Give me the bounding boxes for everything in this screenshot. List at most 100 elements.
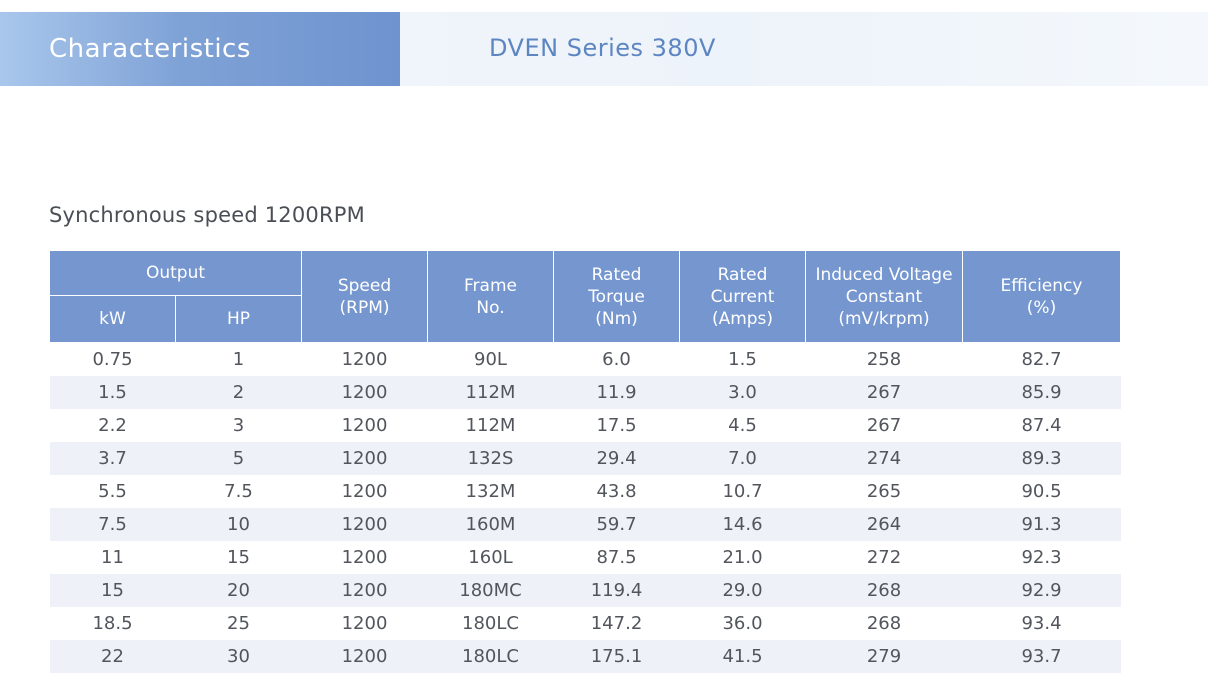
torque-cell: 29.4 — [553, 442, 680, 475]
header-line: (%) — [1026, 297, 1057, 318]
speed-cell: 1200 — [341, 349, 388, 370]
frame-cell: 132M — [465, 481, 516, 502]
voltage-cell: 258 — [866, 349, 902, 370]
header-line: Speed — [337, 275, 392, 296]
kw-header: kW — [49, 295, 176, 343]
torque-cell: 87.5 — [596, 547, 637, 568]
current-header: Rated Current (Amps) — [679, 250, 806, 343]
speed-cell: 1200 — [301, 574, 428, 607]
torque-cell: 175.1 — [553, 640, 680, 673]
efficiency-cell: 93.7 — [962, 640, 1121, 673]
hp-cell: 2 — [175, 376, 302, 409]
voltage-cell: 265 — [866, 481, 902, 502]
torque-cell: 119.4 — [553, 574, 680, 607]
torque-header: Rated Torque (Nm) — [553, 250, 680, 343]
header-line: Torque — [588, 286, 645, 307]
voltage-cell: 274 — [805, 442, 963, 475]
header-line: No. — [476, 297, 505, 318]
frame-header: Frame No. — [427, 250, 554, 343]
header-line: Efficiency — [1000, 275, 1083, 296]
voltage-header: Induced Voltage Constant (mV/krpm) — [805, 250, 963, 343]
torque-cell: 17.5 — [596, 415, 637, 436]
efficiency-cell: 82.7 — [1021, 349, 1062, 370]
kw-cell: 0.75 — [92, 349, 133, 370]
current-cell: 1.5 — [728, 349, 757, 370]
torque-cell: 59.7 — [553, 508, 680, 541]
characteristics-tab: Characteristics — [0, 12, 400, 86]
table-row: 7.5 10 1200 160M 59.7 14.6 264 91.3 — [49, 508, 1121, 541]
table-row: 0.75 1 1200 90L 6.0 1.5 258 82.7 — [50, 343, 1121, 377]
table-row: 2.2 3 1200 112M 17.5 4.5 267 87.4 — [50, 409, 1121, 442]
hp-cell: 30 — [175, 640, 302, 673]
header-banner: Characteristics DVEN Series 380V — [0, 12, 1208, 86]
speed-cell: 1200 — [301, 508, 428, 541]
hp-cell: 7.5 — [224, 481, 253, 502]
efficiency-cell: 92.9 — [962, 574, 1121, 607]
kw-cell: 11 — [101, 547, 124, 568]
current-cell: 10.7 — [722, 481, 763, 502]
speed-cell: 1200 — [301, 640, 428, 673]
hp-cell: 10 — [175, 508, 302, 541]
frame-cell: 180MC — [427, 574, 554, 607]
current-cell: 4.5 — [728, 415, 757, 436]
voltage-cell: 264 — [805, 508, 963, 541]
hp-cell: 25 — [227, 613, 250, 634]
voltage-cell: 268 — [805, 574, 963, 607]
voltage-cell: 272 — [866, 547, 902, 568]
efficiency-cell: 90.5 — [1021, 481, 1062, 502]
hp-header: HP — [175, 295, 302, 343]
efficiency-cell: 85.9 — [962, 376, 1121, 409]
table-row: 1.5 2 1200 112M 11.9 3.0 267 85.9 — [49, 376, 1121, 409]
speed-cell: 1200 — [341, 481, 388, 502]
kw-cell: 2.2 — [98, 415, 127, 436]
efficiency-cell: 92.3 — [1021, 547, 1062, 568]
efficiency-header: Efficiency (%) — [962, 250, 1121, 343]
kw-cell: 18.5 — [92, 613, 133, 634]
header-line: (Amps) — [711, 308, 774, 329]
table-row: 18.5 25 1200 180LC 147.2 36.0 268 93.4 — [50, 607, 1121, 640]
frame-cell: 112M — [427, 376, 554, 409]
speed-cell: 1200 — [341, 547, 388, 568]
output-group-header: Output — [49, 250, 302, 296]
speed-cell: 1200 — [301, 442, 428, 475]
table-row: 15 20 1200 180MC 119.4 29.0 268 92.9 — [49, 574, 1121, 607]
speed-header: Speed (RPM) — [301, 250, 428, 343]
efficiency-cell: 89.3 — [962, 442, 1121, 475]
hp-cell: 1 — [232, 349, 245, 370]
current-cell: 29.0 — [679, 574, 806, 607]
efficiency-cell: 93.4 — [1021, 613, 1062, 634]
frame-cell: 90L — [474, 349, 507, 370]
voltage-cell: 268 — [866, 613, 902, 634]
kw-cell: 22 — [49, 640, 176, 673]
header-line: (mV/krpm) — [838, 308, 930, 329]
series-title: DVEN Series 380V — [489, 34, 716, 62]
hp-cell: 3 — [232, 415, 245, 436]
characteristics-table: Output Speed (RPM) Frame No. Rated Torqu… — [49, 250, 1121, 673]
hp-cell: 5 — [175, 442, 302, 475]
table-header: Output Speed (RPM) Frame No. Rated Torqu… — [49, 250, 1121, 343]
header-line: Rated — [717, 264, 768, 285]
torque-cell: 147.2 — [590, 613, 643, 634]
header-line: Constant — [845, 286, 923, 307]
speed-cell: 1200 — [341, 415, 388, 436]
section-title: Synchronous speed 1200RPM — [49, 203, 365, 227]
voltage-cell: 267 — [866, 415, 902, 436]
frame-cell: 160M — [427, 508, 554, 541]
efficiency-cell: 87.4 — [1021, 415, 1062, 436]
frame-cell: 180LC — [427, 640, 554, 673]
current-cell: 3.0 — [679, 376, 806, 409]
kw-cell: 5.5 — [98, 481, 127, 502]
table-row: 5.5 7.5 1200 132M 43.8 10.7 265 90.5 — [50, 475, 1121, 508]
table-row: 11 15 1200 160L 87.5 21.0 272 92.3 — [50, 541, 1121, 574]
frame-cell: 160L — [468, 547, 513, 568]
efficiency-cell: 91.3 — [962, 508, 1121, 541]
header-line: Frame — [464, 275, 517, 296]
voltage-cell: 279 — [805, 640, 963, 673]
current-cell: 14.6 — [679, 508, 806, 541]
frame-cell: 180LC — [462, 613, 519, 634]
frame-cell: 112M — [465, 415, 516, 436]
table-body: 0.75 1 1200 90L 6.0 1.5 258 82.7 1.5 2 1200 112M 11.… — [49, 343, 1121, 673]
voltage-cell: 267 — [805, 376, 963, 409]
header-line: (Nm) — [595, 308, 638, 329]
